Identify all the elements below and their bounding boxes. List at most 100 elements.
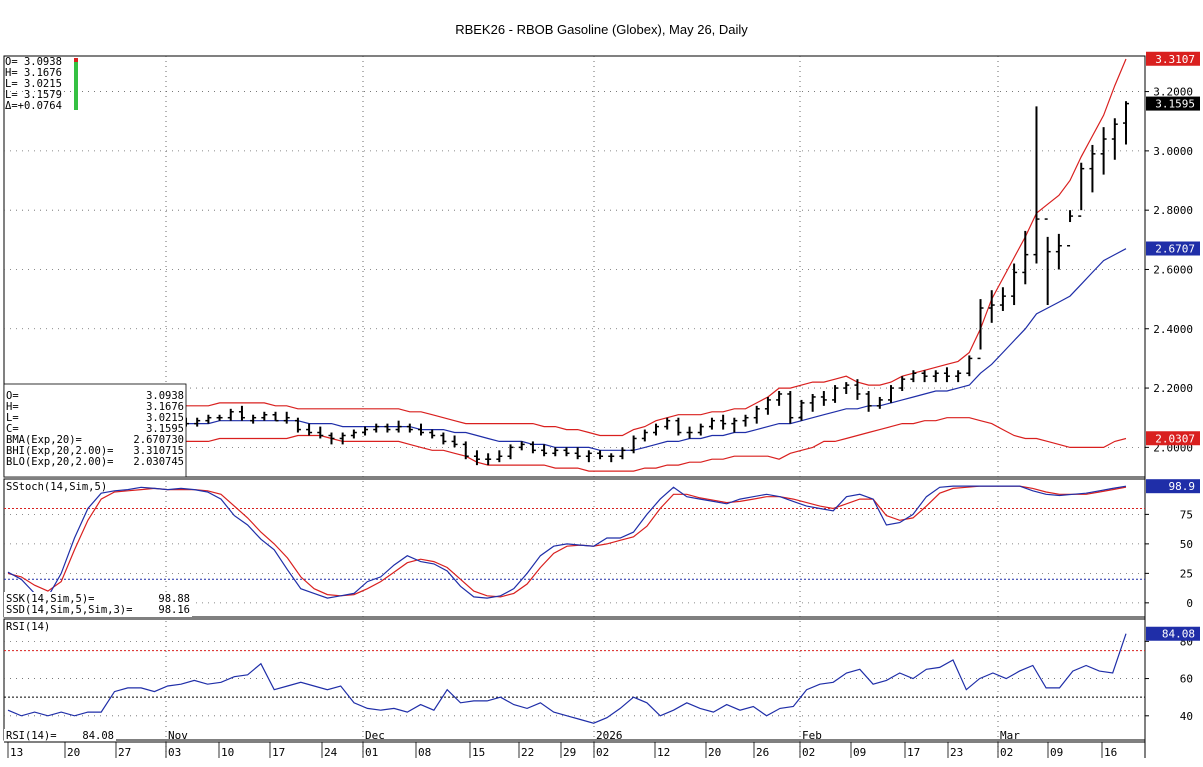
day-label-3: 03 bbox=[168, 746, 181, 759]
price-bar-43 bbox=[664, 417, 671, 430]
mid-band-line bbox=[186, 248, 1127, 451]
price-bar-76 bbox=[1033, 106, 1040, 264]
price-bar-35 bbox=[574, 447, 581, 460]
upper-band-tag: 3.3107 bbox=[1146, 51, 1200, 66]
price-tick-label-1: 2.2000 bbox=[1153, 382, 1193, 395]
ohlc-top-line-3: L= 3.1579 bbox=[5, 89, 62, 101]
price-bar-12 bbox=[317, 426, 324, 439]
price-bar-24 bbox=[451, 435, 458, 448]
ssk-value: 98.88 bbox=[158, 593, 190, 605]
values-box-value-5: 3.310715 bbox=[133, 445, 184, 457]
values-box-value-4: 2.670730 bbox=[133, 434, 184, 446]
ssd-value: 98.16 bbox=[158, 604, 190, 616]
price-bar-63 bbox=[888, 385, 894, 403]
values-box-value-3: 3.1595 bbox=[146, 423, 184, 435]
ohlc-top-line-1: H= 3.1676 bbox=[5, 67, 62, 79]
price-bar-10 bbox=[294, 417, 301, 433]
ssd-label: SSD(14,Sim,5,Sim,3)= bbox=[6, 604, 132, 616]
last-price-tag-bg bbox=[1146, 96, 1200, 111]
upper-band-line bbox=[186, 58, 1127, 437]
price-tick-label-2: 2.4000 bbox=[1153, 323, 1193, 336]
ohlc-top-line-0: O= 3.0938 bbox=[5, 56, 62, 68]
price-bar-47 bbox=[708, 417, 715, 430]
price-bar-17 bbox=[373, 423, 380, 433]
price-bar-46 bbox=[697, 423, 704, 436]
price-bar-48 bbox=[720, 414, 727, 430]
price-bar-78 bbox=[1055, 233, 1062, 270]
price-bar-37 bbox=[597, 450, 604, 460]
rsi-box-value: 84.08 bbox=[82, 730, 114, 742]
price-bar-70 bbox=[966, 355, 973, 377]
price-bar-23 bbox=[440, 432, 447, 445]
price-bar-77 bbox=[1044, 218, 1051, 306]
price-bar-13 bbox=[328, 432, 335, 445]
price-bar-3 bbox=[216, 414, 223, 421]
month-label-0: Nov bbox=[168, 729, 188, 742]
values-box-label-3: C= bbox=[6, 423, 19, 435]
stoch-tick-label-0: 0 bbox=[1186, 597, 1193, 610]
rsi-tick-label-0: 40 bbox=[1180, 710, 1193, 723]
price-bar-33 bbox=[552, 447, 559, 457]
price-bar-41 bbox=[641, 429, 648, 442]
price-bar-14 bbox=[339, 432, 346, 445]
ohlc-top-line-2: L= 3.0215 bbox=[5, 78, 62, 90]
axis-layer: 2.00002.20002.40002.60002.80003.00003.20… bbox=[7, 51, 1200, 759]
day-label-10: 22 bbox=[521, 746, 534, 759]
rsi-line bbox=[7, 633, 1127, 724]
stoch-panel-label: SStoch(14,Sim,5) bbox=[6, 481, 107, 493]
price-bar-18 bbox=[384, 423, 391, 433]
values-box-label-0: O= bbox=[6, 390, 19, 402]
price-bar-11 bbox=[306, 423, 313, 436]
month-label-3: Feb bbox=[802, 729, 822, 742]
price-bar-40 bbox=[630, 435, 637, 454]
rsi-value-tag-text: 84.08 bbox=[1162, 628, 1195, 641]
rsi-panel bbox=[4, 633, 1145, 724]
price-bar-15 bbox=[350, 429, 357, 439]
price-bar-8 bbox=[272, 411, 279, 422]
price-bar-71 bbox=[977, 299, 984, 360]
price-bar-16 bbox=[362, 426, 369, 436]
chart-title: RBEK26 - RBOB Gasoline (Globex), May 26,… bbox=[455, 22, 748, 37]
mid-band-tag-bg bbox=[1146, 241, 1200, 256]
stoch-value-tag: 98.9 bbox=[1146, 479, 1200, 494]
ssk-line bbox=[7, 485, 1127, 599]
values-box bbox=[3, 383, 187, 478]
ssd-line bbox=[7, 485, 1127, 598]
price-bar-65 bbox=[910, 370, 917, 383]
upper-band-tag-text: 3.3107 bbox=[1155, 53, 1195, 66]
day-label-0: 13 bbox=[10, 746, 23, 759]
day-label-17: 09 bbox=[853, 746, 866, 759]
panel-border-2 bbox=[3, 618, 1146, 741]
price-bar-81 bbox=[1089, 144, 1096, 193]
stoch-value-tag-text: 98.9 bbox=[1169, 480, 1196, 493]
price-bar-49 bbox=[731, 417, 738, 433]
stoch-tick-label-2: 50 bbox=[1180, 538, 1193, 551]
price-bar-1 bbox=[194, 417, 201, 427]
price-bar-72 bbox=[988, 290, 995, 323]
rsi-panel-label: RSI(14) bbox=[6, 621, 50, 633]
month-label-2: 2026 bbox=[596, 729, 623, 742]
day-label-2: 27 bbox=[118, 746, 131, 759]
price-bar-36 bbox=[585, 450, 592, 463]
rsi-box-label: RSI(14)= bbox=[6, 730, 57, 742]
change-indicator-bar bbox=[74, 58, 78, 110]
price-bar-52 bbox=[764, 396, 771, 415]
rsi-value-tag: 84.08 bbox=[1146, 626, 1200, 641]
last-price-tag-text: 3.1595 bbox=[1155, 98, 1195, 111]
price-bar-82 bbox=[1100, 127, 1107, 175]
day-label-20: 02 bbox=[1000, 746, 1013, 759]
price-bar-28 bbox=[496, 450, 503, 463]
stoch-value-tag-bg bbox=[1146, 479, 1200, 494]
day-label-12: 02 bbox=[596, 746, 609, 759]
day-label-9: 15 bbox=[472, 746, 485, 759]
price-bar-9 bbox=[283, 411, 290, 424]
price-bar-20 bbox=[406, 423, 413, 433]
day-label-5: 17 bbox=[272, 746, 285, 759]
values-box-label-2: L= bbox=[6, 412, 19, 424]
day-label-21: 09 bbox=[1050, 746, 1063, 759]
price-bar-50 bbox=[742, 414, 749, 427]
values-box-value-2: 3.0215 bbox=[146, 412, 184, 424]
price-bar-55 bbox=[798, 399, 805, 421]
price-bar-2 bbox=[205, 414, 212, 424]
